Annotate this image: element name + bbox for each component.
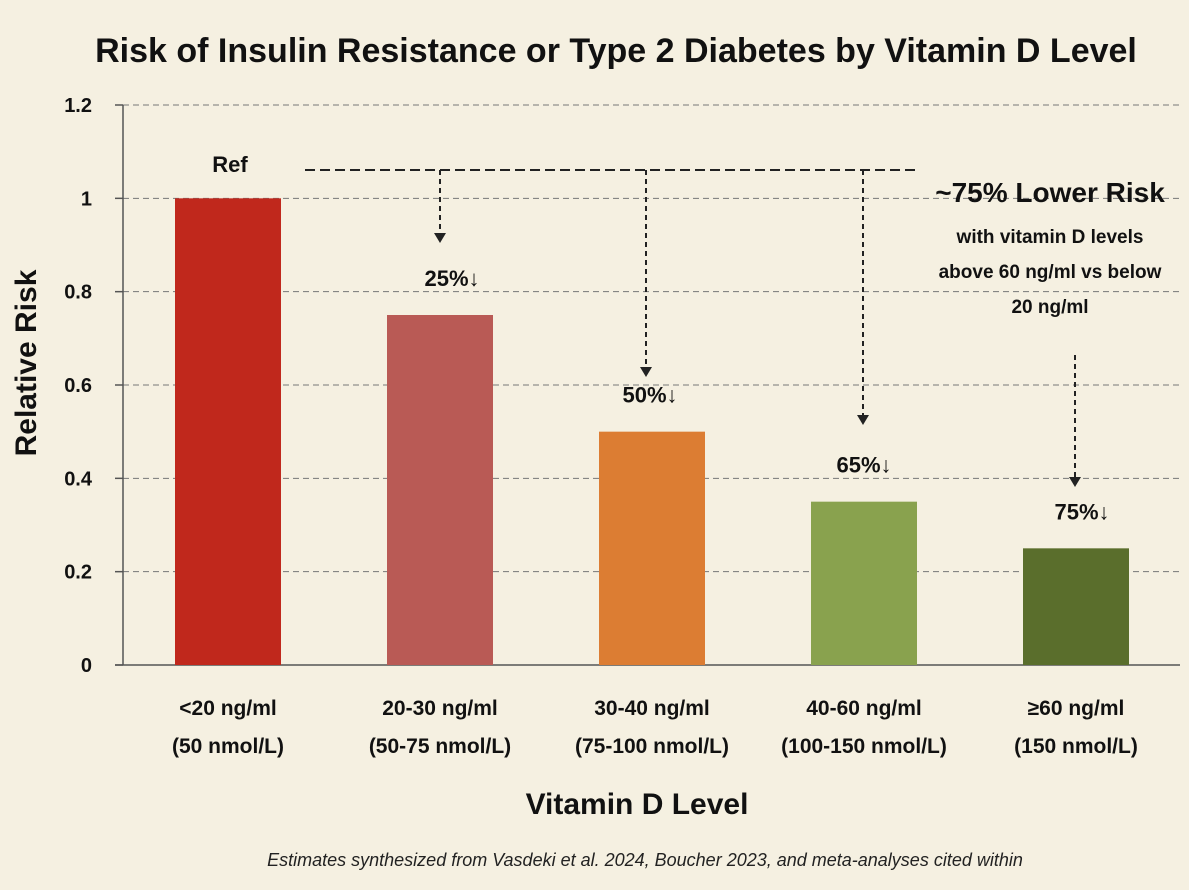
x-category-sublabel: (150 nmol/L) bbox=[1014, 735, 1138, 758]
y-tick-label: 0.8 bbox=[64, 282, 92, 304]
data-label: Ref bbox=[212, 152, 248, 177]
y-tick-label: 0 bbox=[81, 655, 92, 677]
x-category-sublabel: (50-75 nmol/L) bbox=[369, 735, 511, 758]
annotation-line-2: above 60 ng/ml vs below bbox=[939, 262, 1162, 283]
bar bbox=[1023, 548, 1129, 665]
x-axis-categories: <20 ng/ml (50 nmol/L) 20-30 ng/ml (50-75 nm… bbox=[172, 697, 1138, 758]
data-label: 50%↓ bbox=[622, 383, 677, 408]
arrow-head bbox=[857, 415, 869, 425]
y-tick-label: 0.2 bbox=[64, 562, 92, 584]
bars bbox=[175, 198, 1129, 666]
annotation-line-3: 20 ng/ml bbox=[1011, 297, 1088, 318]
y-tick-label: 0.6 bbox=[64, 375, 92, 397]
annotation: ~75% Lower Risk with vitamin D levels ab… bbox=[935, 177, 1165, 318]
arrow-head bbox=[434, 233, 446, 243]
bar bbox=[811, 501, 917, 665]
y-tick-label: 1 bbox=[81, 188, 92, 210]
bar bbox=[175, 198, 281, 666]
data-label: 75%↓ bbox=[1054, 499, 1109, 524]
source-footnote: Estimates synthesized from Vasdeki et al… bbox=[267, 850, 1023, 870]
x-category-sublabel: (50 nmol/L) bbox=[172, 735, 284, 758]
x-category-label: 30-40 ng/ml bbox=[594, 697, 710, 720]
bar bbox=[387, 315, 493, 665]
x-category-label: 20-30 ng/ml bbox=[382, 697, 498, 720]
chart-title: Risk of Insulin Resistance or Type 2 Dia… bbox=[95, 32, 1137, 70]
arrow-head bbox=[640, 367, 652, 377]
x-axis-title: Vitamin D Level bbox=[526, 788, 749, 821]
y-axis-ticks: 0 0.2 0.4 0.6 0.8 1 1.2 bbox=[64, 95, 123, 677]
bar bbox=[599, 431, 705, 665]
x-category-label: ≥60 ng/ml bbox=[1028, 697, 1125, 720]
reduction-arrows bbox=[305, 169, 1081, 487]
data-label: 65%↓ bbox=[836, 453, 891, 478]
annotation-headline: ~75% Lower Risk bbox=[935, 177, 1165, 208]
y-tick-label: 0.4 bbox=[64, 468, 93, 490]
x-category-label: <20 ng/ml bbox=[179, 697, 276, 720]
gridlines bbox=[123, 104, 1180, 573]
data-labels: Ref 25%↓ 50%↓ 65%↓ 75%↓ bbox=[212, 152, 1109, 524]
arrow-head bbox=[1069, 477, 1081, 487]
y-axis-title: Relative Risk bbox=[10, 269, 43, 456]
data-label: 25%↓ bbox=[424, 266, 479, 291]
x-category-sublabel: (100-150 nmol/L) bbox=[781, 735, 947, 758]
x-category-sublabel: (75-100 nmol/L) bbox=[575, 735, 729, 758]
y-tick-label: 1.2 bbox=[64, 95, 92, 117]
x-category-label: 40-60 ng/ml bbox=[806, 697, 922, 720]
annotation-line-1: with vitamin D levels bbox=[956, 227, 1144, 248]
